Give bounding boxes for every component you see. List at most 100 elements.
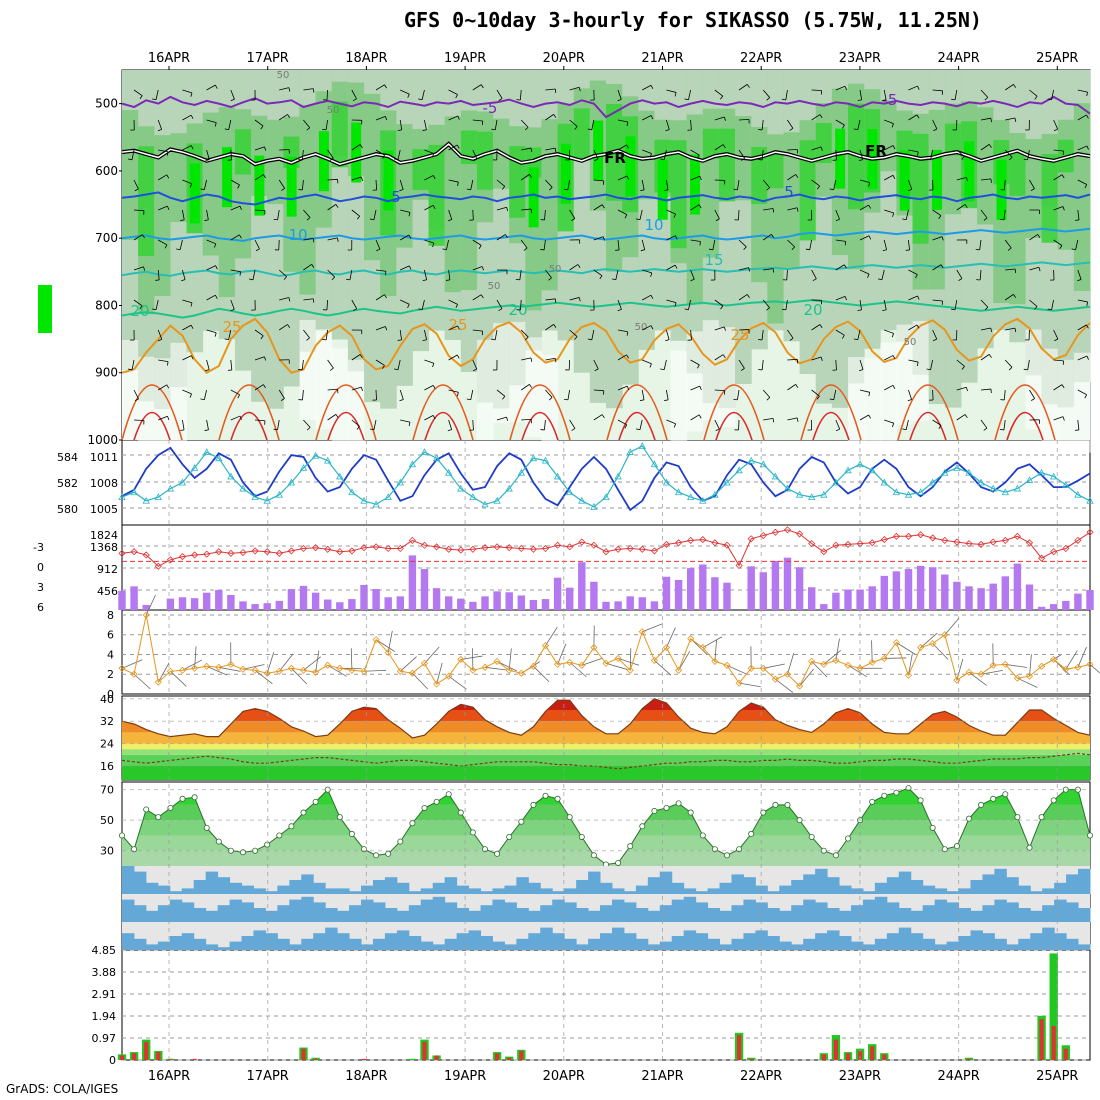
wind-barb [472,119,483,122]
li-point [251,547,259,555]
wind-barb [158,149,169,153]
rh-point [748,830,755,837]
wind-barb-flag [594,158,599,162]
wind-barb [484,666,507,671]
wind-barb [714,419,720,430]
cloud-cell [540,927,553,950]
isotherm-label: 20 [803,301,822,319]
cloud-cell [934,944,948,950]
wind-barb-flag [237,394,240,399]
cloud-cell [1078,868,1091,894]
wind-barb [954,89,958,100]
wind-barb [182,659,203,671]
cape-bar [239,601,247,610]
rh-band-bright [657,159,668,220]
cloud-cell [480,936,493,950]
wind-barb [617,419,627,426]
li-tick-label: 3 [37,581,44,594]
precip-conv-bar [1063,1048,1068,1060]
wind-barb [1004,149,1013,158]
li-point [481,544,489,552]
wind-barb-flag [816,395,820,400]
wind-barb [738,267,749,271]
wind-barb-flag [1054,338,1059,342]
wind-speed-point [1038,662,1046,670]
wind-barb [254,384,264,391]
wind-barb-flag [408,422,411,427]
cloud-cell [504,902,517,922]
li-point [336,548,344,556]
wind-speed-point [287,664,295,672]
rh-point [687,809,694,816]
rh-point [445,791,452,798]
cloud-cell [564,888,577,894]
li-point [977,540,985,548]
wind-barb [375,84,385,91]
isotherm-label: -5 [883,91,898,109]
cloud-cell [181,933,195,950]
wind-speed-point [675,666,683,674]
cloud-cell [349,938,362,950]
thickness-point [142,496,150,504]
wind-barb [291,668,308,685]
wind-barb [1005,327,1016,331]
rh-band-green [138,146,155,256]
wind-barb [690,149,700,156]
cape-bar [1049,604,1058,610]
wind-barb [932,329,938,340]
wind-barb-flag [795,384,799,388]
wind-barb [545,324,554,331]
wind-barb [424,329,427,340]
wind-barb-flag [322,338,327,341]
wind-speed-point [541,642,550,650]
wind-barb-flag [230,98,235,102]
wind-barb-flag [796,417,799,422]
wind-barb-flag [722,144,726,149]
wind-barb-flag [399,399,404,402]
cloud-cell [827,908,840,922]
wind-barb [327,414,337,421]
wind-barb-flag [611,278,616,281]
wind-barb [254,119,264,127]
wind-barb-flag [844,241,847,246]
cloud-cell [874,896,888,922]
cape-bar [1086,589,1094,610]
cape-bar [916,565,925,610]
wind-speed-point [445,672,453,680]
isotherm-30 [509,384,571,441]
wind-barb-flag [951,98,956,101]
cloud-cell [623,891,637,894]
rh-point [506,833,513,840]
wind-barb-flag [1086,355,1089,360]
cloud-cell [277,885,290,894]
wind-barb [763,208,774,211]
wind-barb [350,648,353,671]
thickness-point [287,478,296,486]
cloud-cell [157,885,171,894]
wind-barb [520,299,522,311]
wind-barb [859,389,870,393]
wind-barb [278,653,294,672]
wind-speed-point [747,664,755,672]
cape-bar [626,596,634,610]
cloud-cell [815,868,828,894]
rh-band-bright [286,156,297,217]
li-point [227,549,235,557]
wind-barb [980,89,989,98]
wind-barb-flag [1047,98,1052,101]
cloud-cell [384,908,398,922]
wind-barb [179,239,183,250]
wind-barb-flag [1084,184,1088,189]
wind-barb [835,149,838,160]
cape-bar [336,602,344,610]
wind-barb [883,239,887,250]
cape-bar [372,589,380,610]
wind-barb [567,389,570,400]
series-line-SLP [121,446,1091,512]
cape-bar [493,591,501,610]
wind-barb [373,209,377,220]
rh-band-bright [351,122,362,183]
wind-speed-point [1013,674,1021,682]
cloud-cell [432,896,446,922]
cloud-cell [253,930,266,950]
